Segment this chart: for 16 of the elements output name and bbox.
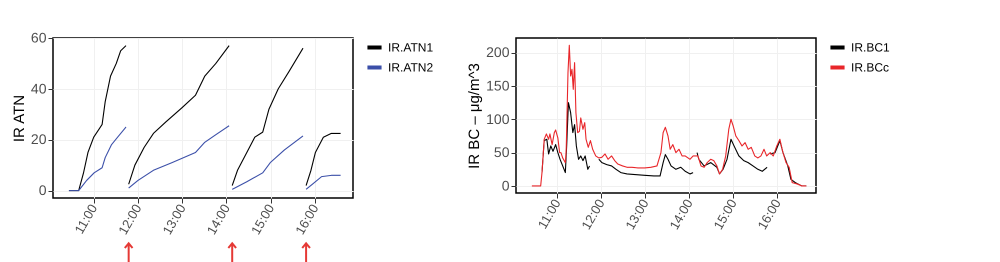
line-series	[531, 44, 807, 186]
y-tick-label: 200	[486, 44, 510, 60]
y-tick-label: 150	[486, 77, 510, 94]
legend-label: IR.ATN1	[388, 40, 434, 54]
y-tick-label: 0	[502, 177, 510, 194]
legend-label: IR.BC1	[851, 40, 890, 54]
legend-label: IR.BCc	[851, 60, 890, 74]
legend-label: IR.ATN2	[388, 60, 434, 74]
y-axis-title: IR ATN	[10, 94, 28, 142]
y-tick-label: 0	[38, 182, 47, 198]
y-tick-label: 50	[494, 144, 510, 160]
y-tick-label: 60	[30, 30, 47, 46]
y-tick-label: 100	[486, 110, 510, 127]
y-axis-title: IR BC – μg/m^3	[466, 63, 484, 169]
y-tick-label: 40	[30, 80, 47, 96]
y-tick-label: 20	[30, 131, 47, 148]
